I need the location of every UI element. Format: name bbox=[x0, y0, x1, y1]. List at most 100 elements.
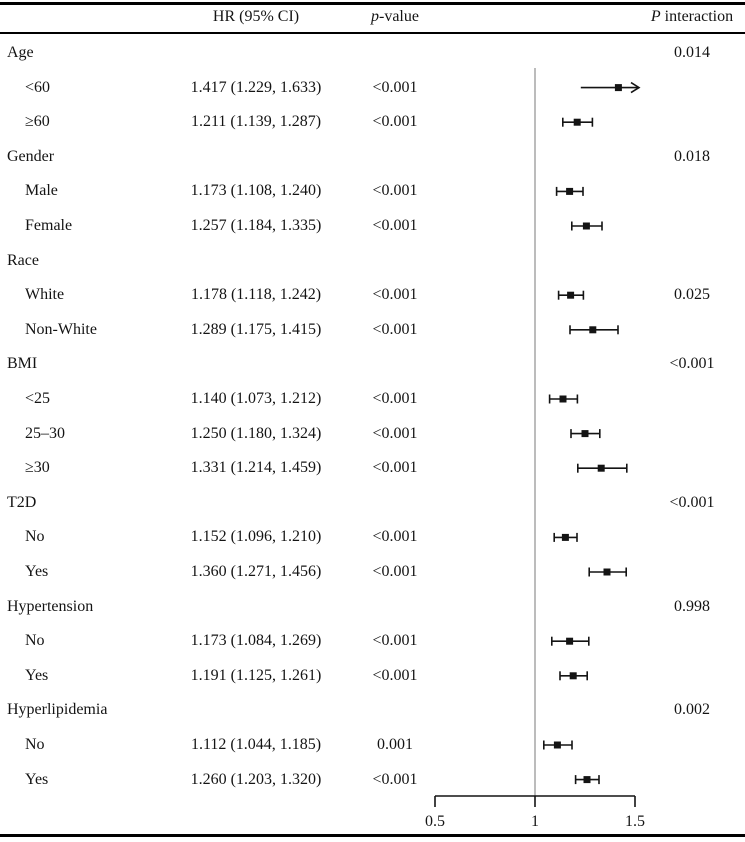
hr-marker bbox=[566, 187, 574, 195]
subgroup-label-25–30: 25–30 bbox=[25, 425, 65, 442]
p-interaction-value: 0.002 bbox=[674, 701, 710, 718]
hr-ci-value: 1.173 (1.084, 1.269) bbox=[190, 632, 322, 649]
hr-marker bbox=[603, 568, 611, 576]
ci-errorbar-Male bbox=[555, 186, 584, 196]
p-value: <0.001 bbox=[372, 563, 418, 580]
group-label-Hypertension: Hypertension bbox=[7, 598, 94, 615]
hr-ci-value: 1.331 (1.214, 1.459) bbox=[190, 459, 322, 476]
ci-errorbar-≥60 bbox=[561, 117, 594, 127]
ci-errorbar-No bbox=[550, 636, 590, 646]
axis-tick-label-1: 1 bbox=[531, 813, 539, 830]
p-interaction-value: 0.014 bbox=[674, 44, 710, 61]
hr-marker bbox=[597, 464, 605, 472]
hr-ci-value: 1.211 (1.139, 1.287) bbox=[190, 113, 322, 130]
hr-marker bbox=[581, 430, 589, 438]
subgroup-label-Male: Male bbox=[25, 182, 58, 199]
hr-marker bbox=[561, 533, 569, 541]
hr-ci-value: 1.260 (1.203, 1.320) bbox=[190, 771, 322, 788]
p-value: <0.001 bbox=[372, 113, 418, 130]
ci-errorbar-Female bbox=[570, 221, 603, 231]
p-interaction-value: 0.025 bbox=[674, 286, 710, 303]
subgroup-label-<25: <25 bbox=[25, 390, 51, 407]
group-label-Gender: Gender bbox=[7, 148, 55, 165]
subgroup-label-≥30: ≥30 bbox=[25, 459, 50, 476]
hr-marker bbox=[573, 118, 581, 126]
p-interaction-header-rest: interaction bbox=[660, 8, 734, 25]
column-header-p-value: p-value bbox=[340, 6, 450, 28]
hr-marker bbox=[567, 291, 575, 299]
p-value: <0.001 bbox=[372, 459, 418, 476]
p-value: <0.001 bbox=[372, 79, 418, 96]
p-value: <0.001 bbox=[372, 632, 418, 649]
subgroup-label-Yes: Yes bbox=[25, 667, 49, 684]
ci-errorbar-Yes bbox=[574, 775, 600, 785]
hr-marker bbox=[559, 395, 567, 403]
hr-ci-value: 1.152 (1.096, 1.210) bbox=[190, 528, 322, 545]
bottom-rule bbox=[0, 834, 745, 837]
ci-errorbar-25–30 bbox=[570, 429, 601, 439]
p-value: <0.001 bbox=[372, 286, 418, 303]
hr-ci-value: 1.140 (1.073, 1.212) bbox=[190, 390, 322, 407]
hr-ci-value: 1.250 (1.180, 1.324) bbox=[190, 425, 322, 442]
ci-errorbar-White bbox=[557, 290, 585, 300]
group-label-Hyperlipidemia: Hyperlipidemia bbox=[7, 701, 108, 718]
hr-ci-value: 1.191 (1.125, 1.261) bbox=[190, 667, 322, 684]
hr-marker bbox=[569, 672, 577, 680]
p-value: <0.001 bbox=[372, 771, 418, 788]
p-value: <0.001 bbox=[372, 217, 418, 234]
p-value: <0.001 bbox=[372, 321, 418, 338]
p-value: <0.001 bbox=[372, 390, 418, 407]
column-header-hr-ci: HR (95% CI) bbox=[212, 8, 300, 25]
p-interaction-value: 0.998 bbox=[674, 598, 710, 615]
subgroup-label-<60: <60 bbox=[25, 79, 51, 96]
ci-errorbar-Yes bbox=[588, 567, 628, 577]
p-interaction-value: <0.001 bbox=[669, 494, 715, 511]
hr-marker bbox=[566, 637, 574, 645]
hr-ci-value: 1.417 (1.229, 1.633) bbox=[190, 79, 322, 96]
hr-ci-value: 1.173 (1.108, 1.240) bbox=[190, 182, 322, 199]
hr-marker bbox=[589, 326, 597, 334]
hr-ci-value: 1.360 (1.271, 1.456) bbox=[190, 563, 322, 580]
hr-ci-value: 1.289 (1.175, 1.415) bbox=[190, 321, 322, 338]
ci-errorbar-Yes bbox=[559, 671, 589, 681]
hr-ci-value: 1.112 (1.044, 1.185) bbox=[190, 736, 322, 753]
group-label-T2D: T2D bbox=[7, 494, 37, 511]
x-axis bbox=[434, 795, 636, 807]
p-value: <0.001 bbox=[372, 528, 418, 545]
p-value-header-rest: -value bbox=[379, 8, 419, 25]
ci-errorbar-<25 bbox=[548, 394, 579, 404]
p-interaction-value: <0.001 bbox=[669, 355, 715, 372]
top-rule bbox=[0, 2, 745, 5]
subgroup-label-White: White bbox=[25, 286, 65, 303]
header-rule bbox=[0, 32, 745, 34]
subgroup-label-Female: Female bbox=[25, 217, 73, 234]
hr-marker bbox=[553, 741, 561, 749]
hr-marker bbox=[614, 84, 622, 92]
ci-errorbar-<60 bbox=[580, 81, 641, 94]
arrow-right-icon bbox=[630, 81, 641, 94]
subgroup-label-Yes: Yes bbox=[25, 563, 49, 580]
group-label-Age: Age bbox=[7, 44, 34, 61]
subgroup-label-Yes: Yes bbox=[25, 771, 49, 788]
ci-errorbar-No bbox=[553, 532, 578, 542]
p-value: <0.001 bbox=[372, 425, 418, 442]
subgroup-label-Non-White: Non-White bbox=[25, 321, 97, 338]
group-label-BMI: BMI bbox=[7, 355, 38, 372]
ci-errorbar-Non-White bbox=[569, 325, 619, 335]
hr-ci-value: 1.178 (1.118, 1.242) bbox=[190, 286, 322, 303]
ci-errorbar-No bbox=[542, 740, 573, 750]
p-interaction-value: 0.018 bbox=[674, 148, 710, 165]
p-value: 0.001 bbox=[377, 736, 413, 753]
axis-tick-label-0.5: 0.5 bbox=[425, 813, 445, 830]
p-value-header-italic: p bbox=[371, 8, 379, 25]
ci-errorbar-≥30 bbox=[576, 463, 628, 473]
hr-marker bbox=[582, 222, 590, 230]
p-value: <0.001 bbox=[372, 182, 418, 199]
column-header-p-interaction: P interaction bbox=[637, 6, 745, 28]
subgroup-label-≥60: ≥60 bbox=[25, 113, 50, 130]
axis-tick-label-1.5: 1.5 bbox=[625, 813, 645, 830]
p-value: <0.001 bbox=[372, 667, 418, 684]
group-label-Race: Race bbox=[7, 252, 39, 269]
